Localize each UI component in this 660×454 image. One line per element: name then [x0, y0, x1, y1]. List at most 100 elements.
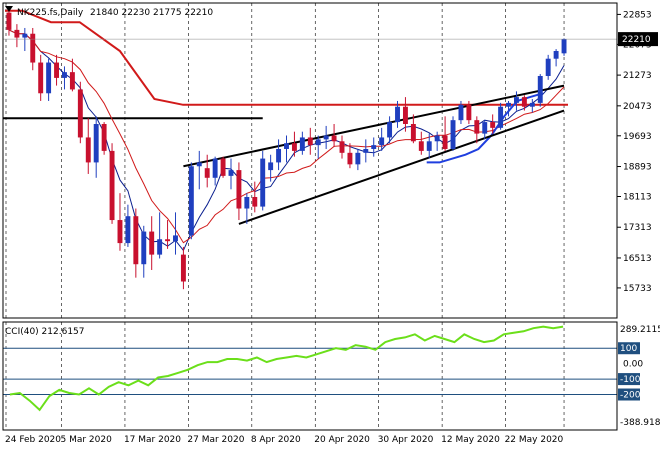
- y-tick-label: 18893: [623, 163, 652, 173]
- cci-top-label: 289.2115: [620, 325, 660, 335]
- candle-body: [54, 62, 60, 78]
- candle-body: [228, 170, 234, 176]
- candle-body: [77, 89, 83, 138]
- x-tick-label: 30 Apr 2020: [378, 435, 434, 445]
- candle-body: [268, 162, 274, 171]
- x-tick-label: 20 Apr 2020: [314, 435, 370, 445]
- ohlc-values-label: 21840 22230 21775 22210: [90, 8, 213, 18]
- candle-body: [339, 141, 345, 153]
- cci-line: [9, 325, 564, 412]
- candle-body: [284, 143, 289, 149]
- y-tick-label: 15733: [623, 284, 652, 294]
- candle-body: [474, 120, 480, 134]
- cci-tick-label: 0.00: [623, 360, 643, 370]
- blue-moving-average: [8, 29, 565, 252]
- candle-body: [418, 141, 424, 151]
- candle-body: [561, 39, 567, 54]
- lower-wedge-trendline: [238, 109, 565, 225]
- candle-body: [14, 29, 20, 38]
- candle-body: [93, 124, 99, 163]
- y-tick-label: 21273: [623, 71, 652, 81]
- cci-title-label: CCI(40) 212.6157: [5, 327, 85, 337]
- candle-body: [442, 135, 448, 149]
- candle-body: [537, 75, 543, 103]
- candle-body: [347, 152, 353, 165]
- candle-body: [466, 104, 472, 121]
- candle-body: [244, 196, 250, 209]
- red-step-line: [5, 9, 568, 106]
- grid-layer: [5, 3, 565, 430]
- y-tick-label: 22853: [623, 10, 652, 20]
- y-tick-label: 20473: [623, 102, 652, 112]
- candle-body: [387, 122, 393, 138]
- candle-body: [307, 137, 313, 146]
- candle-body: [157, 239, 163, 255]
- x-tick-label: 12 May 2020: [441, 435, 500, 445]
- x-tick-label: 24 Feb 2020: [5, 435, 61, 445]
- candle-body: [196, 162, 202, 167]
- candle-body: [529, 102, 535, 107]
- candle-body: [299, 137, 305, 151]
- candle-body: [236, 170, 242, 209]
- candle-body: [141, 231, 147, 265]
- candle-body: [173, 235, 178, 242]
- candle-body: [371, 145, 377, 149]
- cci-tick-label: -200: [620, 391, 641, 401]
- collapse-arrow-icon[interactable]: [5, 6, 13, 12]
- candle-body: [85, 137, 91, 163]
- candle-body: [434, 135, 440, 142]
- y-tick-label: 19693: [623, 132, 652, 142]
- candle-body: [506, 102, 511, 107]
- candle-body: [30, 33, 36, 63]
- candle-body: [109, 150, 115, 221]
- candle-body: [315, 139, 321, 146]
- candle-body: [331, 135, 337, 142]
- candle-body: [22, 33, 28, 38]
- cci-tick-label: -100: [620, 375, 641, 385]
- candle-body: [6, 12, 12, 30]
- cci-level-box: [618, 342, 640, 355]
- main-chart-layer: [3, 9, 617, 290]
- candle-body: [220, 158, 226, 176]
- y-tick-label: 17313: [623, 223, 652, 233]
- candle-body: [188, 166, 194, 236]
- candle-body: [149, 231, 155, 255]
- cci-panel-frame: [2, 321, 618, 431]
- candle-body: [521, 97, 527, 107]
- cci-level-box: [618, 373, 640, 386]
- candle-body: [545, 58, 551, 76]
- candle-body: [101, 124, 107, 151]
- candle-body: [355, 152, 361, 165]
- cci-bottom-label: -388.918: [620, 418, 660, 428]
- candle-body: [458, 104, 464, 121]
- main-panel-frame: [2, 2, 618, 319]
- axis-layer: 24 Feb 2020 5 Mar 2020 17 Mar 2020 27 Mar 2…: [2, 2, 660, 445]
- cci-level-box: [618, 388, 640, 401]
- candle-body: [133, 216, 139, 265]
- candle-body: [410, 124, 416, 142]
- candle-body: [260, 158, 266, 207]
- candle-body: [180, 254, 186, 282]
- candle-body: [363, 148, 369, 153]
- candle-body: [62, 72, 67, 78]
- chart-symbol-label: NK225.fs,Daily: [17, 8, 84, 18]
- candle-body: [291, 143, 297, 151]
- candle-body: [212, 158, 218, 178]
- candle-body: [117, 220, 123, 244]
- current-price-label: 22210: [622, 35, 651, 45]
- candle-body: [426, 141, 432, 151]
- candle-body: [69, 72, 75, 90]
- cci-tick-label: 100: [620, 344, 637, 354]
- candle-body: [498, 106, 504, 128]
- candle-body: [38, 62, 44, 94]
- x-tick-label: 17 Mar 2020: [124, 435, 181, 445]
- x-tick-label: 8 Apr 2020: [251, 435, 301, 445]
- candle-body: [490, 122, 496, 128]
- red-moving-average: [8, 29, 565, 244]
- candle-body: [482, 122, 488, 134]
- candle-body: [379, 137, 385, 146]
- candle-body: [252, 196, 258, 207]
- candle-body: [450, 120, 456, 149]
